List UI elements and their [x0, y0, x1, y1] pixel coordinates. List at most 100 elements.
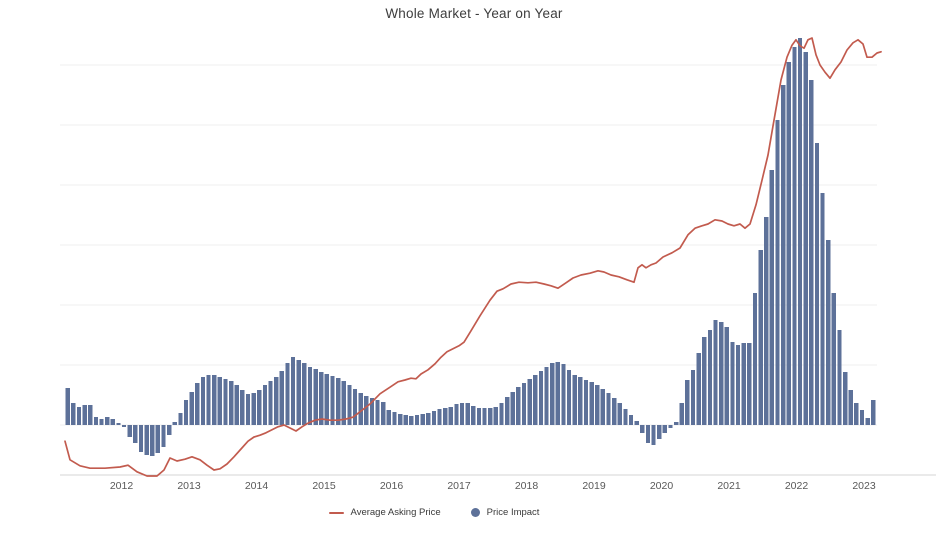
- price-impact-bar: [302, 363, 307, 425]
- price-impact-bar: [865, 417, 870, 425]
- price-impact-bar: [206, 375, 211, 425]
- price-impact-bar: [330, 375, 335, 425]
- price-impact-bar: [848, 390, 853, 425]
- price-impact-bar: [313, 369, 318, 425]
- price-impact-bar: [381, 402, 386, 425]
- price-impact-bar: [443, 408, 448, 425]
- price-impact-bar: [679, 402, 684, 425]
- price-impact-bar: [88, 405, 93, 425]
- price-impact-bar: [482, 408, 487, 425]
- price-impact-bar: [623, 408, 628, 425]
- price-impact-bar: [516, 387, 521, 425]
- price-impact-bar: [752, 293, 758, 425]
- price-impact-bar: [307, 366, 313, 425]
- price-impact-bar: [189, 392, 194, 425]
- price-impact-bar: [341, 381, 346, 425]
- price-impact-bar: [386, 410, 391, 425]
- price-impact-bar: [155, 425, 161, 454]
- price-impact-bar: [809, 80, 814, 425]
- price-impact-bar: [673, 422, 679, 425]
- price-impact-bar: [476, 408, 482, 425]
- x-axis-tick-label: 2015: [312, 480, 336, 492]
- price-impact-bar: [274, 377, 279, 425]
- price-impact-bar: [296, 360, 301, 425]
- price-impact-bar: [251, 393, 256, 425]
- price-impact-bar: [268, 381, 273, 425]
- legend-item-average-asking-price[interactable]: Average Asking Price: [328, 507, 441, 518]
- price-impact-bar: [589, 381, 594, 425]
- price-impact-bar: [437, 408, 442, 425]
- price-impact-bar: [375, 399, 380, 425]
- x-axis-tick-label: 2022: [785, 480, 809, 492]
- price-impact-bar: [285, 363, 290, 425]
- price-impact-bar: [595, 384, 600, 425]
- price-impact-bar: [200, 377, 206, 425]
- price-impact-bar: [195, 383, 200, 425]
- price-impact-bar: [775, 120, 780, 425]
- price-impact-bar: [245, 393, 251, 425]
- price-impact-bar: [144, 425, 149, 455]
- price-impact-bar: [640, 425, 645, 433]
- price-impact-bar: [319, 372, 324, 425]
- price-impact-bar: [335, 378, 341, 425]
- average-asking-price-line: [64, 37, 882, 477]
- price-impact-bar: [634, 420, 639, 425]
- price-impact-bar: [533, 375, 538, 425]
- price-impact-bar: [364, 396, 369, 425]
- price-impact-bar: [99, 419, 104, 425]
- price-impact-bar: [826, 240, 831, 425]
- price-impact-bar: [538, 371, 544, 425]
- x-axis-tick-label: 2017: [447, 480, 471, 492]
- legend-label: Price Impact: [486, 507, 540, 518]
- price-impact-bar: [628, 414, 634, 425]
- x-axis-tick-label: 2013: [177, 480, 201, 492]
- price-impact-bar: [820, 192, 825, 425]
- price-impact-bar: [138, 425, 144, 452]
- x-axis-tick-label: 2014: [245, 480, 269, 492]
- price-impact-bar: [352, 389, 358, 425]
- price-impact-bar: [403, 414, 408, 425]
- price-impact-bar: [842, 372, 848, 425]
- price-impact-bar: [166, 425, 172, 436]
- price-impact-bar: [76, 407, 82, 425]
- price-impact-bar: [82, 405, 87, 425]
- price-impact-bar: [397, 414, 403, 425]
- price-impact-bar: [724, 327, 729, 425]
- legend-label: Average Asking Price: [350, 507, 441, 518]
- price-impact-bar: [544, 366, 549, 425]
- price-impact-bar: [448, 407, 453, 425]
- chart-title: Whole Market - Year on Year: [385, 6, 563, 21]
- price-impact-bar: [730, 342, 735, 425]
- price-impact-bar: [324, 374, 330, 425]
- price-impact-bar: [859, 410, 865, 425]
- price-impact-bar: [814, 143, 820, 425]
- price-impact-bar: [685, 380, 690, 425]
- price-impact-bar: [228, 381, 234, 425]
- price-impact-bar: [707, 330, 713, 425]
- price-impact-bar: [347, 384, 352, 425]
- x-axis-tick-label: 2021: [717, 480, 741, 492]
- price-impact-bar: [93, 417, 99, 425]
- price-impact-bar: [651, 425, 656, 445]
- price-impact-bar: [279, 371, 284, 425]
- price-impact-bar: [431, 411, 437, 425]
- price-impact-bar: [212, 375, 217, 425]
- price-impact-bar: [504, 396, 510, 425]
- price-impact-bar: [172, 422, 177, 425]
- price-impact-bar: [257, 390, 262, 425]
- price-impact-bar: [555, 362, 560, 425]
- price-impact-bar: [223, 378, 228, 425]
- price-impact-bar: [550, 363, 555, 425]
- price-impact-bar: [758, 249, 763, 425]
- price-impact-bar: [71, 402, 76, 425]
- price-impact-bar: [831, 293, 836, 425]
- price-impact-bar: [690, 369, 696, 425]
- price-impact-bar: [668, 425, 673, 428]
- legend-item-price-impact[interactable]: Price Impact: [470, 507, 540, 518]
- price-impact-bar: [488, 408, 493, 425]
- price-impact-bar: [369, 398, 375, 425]
- price-impact-bar: [420, 414, 425, 425]
- price-impact-bar: [612, 398, 617, 425]
